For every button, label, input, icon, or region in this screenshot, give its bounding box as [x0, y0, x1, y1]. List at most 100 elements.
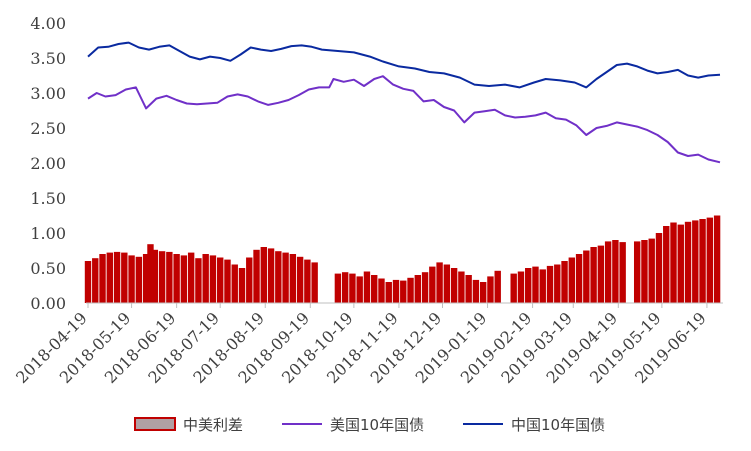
spread-bar	[517, 271, 525, 303]
spread-bar	[341, 272, 349, 303]
yield-lines	[87, 41, 721, 164]
spread-bar	[363, 271, 371, 303]
spread-bar	[267, 248, 275, 303]
legend-item-us10y: 美国10年国债	[282, 416, 424, 434]
spread-bar	[472, 279, 480, 303]
y-axis: 0.00 0.50 1.00 1.50 2.00 2.50 3.00 3.50 4.00	[30, 14, 66, 313]
spread-bar	[648, 238, 655, 303]
spread-bar	[275, 251, 282, 303]
spread-bar	[525, 268, 532, 303]
spread-bar	[209, 255, 217, 303]
spread-bar	[217, 257, 224, 303]
legend-label-cn10y: 中国10年国债	[511, 416, 605, 434]
spread-bar	[414, 275, 422, 303]
spread-bar	[378, 278, 385, 303]
spread-bar	[135, 256, 143, 303]
spread-bar	[436, 262, 443, 303]
spread-bar	[407, 277, 414, 303]
legend-item-spread: 中美利差	[134, 416, 243, 434]
spread-bar	[400, 280, 407, 303]
spread-bar	[619, 242, 626, 303]
spread-bar	[142, 254, 150, 303]
spread-bar	[106, 252, 113, 303]
spread-bar	[238, 268, 246, 303]
spread-bar	[655, 233, 663, 303]
spread-bar	[92, 258, 99, 303]
legend: 中美利差 美国10年国债 中国10年国债	[134, 416, 605, 434]
y-tick-label-6: 3.00	[30, 84, 66, 103]
spread-bar	[356, 276, 363, 303]
spread-bar	[561, 261, 568, 303]
spread-bar	[202, 254, 209, 303]
spread-bar	[304, 259, 311, 303]
spread-bar	[692, 220, 699, 303]
spread-bar	[158, 251, 166, 303]
spread-bar	[494, 270, 501, 303]
spread-bar	[421, 272, 429, 303]
spread-bar	[282, 252, 289, 303]
spread-bar	[180, 255, 188, 303]
spread-bar	[349, 273, 356, 303]
spread-bar	[371, 275, 378, 303]
spread-bar	[224, 259, 231, 303]
spread-bar	[151, 249, 159, 303]
y-tick-label-8: 4.00	[30, 14, 66, 33]
y-tick-label-3: 1.50	[30, 189, 66, 208]
spread-bar	[670, 222, 677, 303]
spread-bar	[677, 224, 684, 303]
spread-bar	[604, 241, 612, 303]
spread-bar	[113, 251, 121, 303]
spread-bar	[546, 265, 554, 303]
spread-bar	[84, 261, 92, 303]
spread-bar	[684, 221, 692, 303]
spread-bar	[121, 252, 128, 303]
spread-bar	[713, 215, 721, 303]
y-tick-label-7: 3.50	[30, 49, 66, 68]
spread-bar	[539, 269, 546, 303]
y-tick-label-2: 1.00	[30, 224, 66, 243]
spread-bar	[296, 256, 304, 303]
spread-bars	[84, 215, 721, 303]
spread-bar	[532, 266, 539, 303]
spread-bar	[706, 217, 714, 303]
legend-label-spread: 中美利差	[183, 416, 243, 434]
spread-bar	[597, 245, 605, 303]
spread-bar	[147, 244, 154, 303]
spread-bar	[699, 219, 706, 303]
spread-bar	[334, 273, 342, 303]
spread-bar	[450, 268, 458, 303]
spread-bar	[487, 276, 494, 303]
legend-swatch-spread	[134, 417, 176, 431]
spread-bar	[128, 255, 135, 303]
spread-bar	[568, 257, 576, 303]
legend-item-cn10y: 中国10年国债	[463, 416, 605, 434]
spread-bar	[289, 254, 297, 303]
y-tick-label-1: 0.50	[30, 259, 66, 278]
spread-bar	[253, 249, 260, 303]
spread-bar	[510, 273, 517, 303]
spread-bar	[590, 247, 597, 303]
y-tick-label-4: 2.00	[30, 154, 66, 173]
spread-bar	[260, 247, 267, 303]
spread-bar	[392, 279, 400, 303]
spread-bar	[187, 252, 195, 303]
cn10y-line	[87, 41, 721, 89]
spread-bar	[246, 257, 253, 303]
spread-bar	[458, 271, 465, 303]
spread-bar	[443, 264, 451, 303]
spread-bar	[231, 264, 238, 303]
spread-bar	[173, 254, 180, 303]
spread-bar	[429, 266, 436, 303]
us10y-line	[87, 75, 721, 164]
spread-bar	[583, 250, 590, 303]
spread-bar	[195, 258, 202, 303]
spread-bar	[311, 262, 318, 303]
spread-bar	[554, 264, 561, 303]
spread-bar	[633, 241, 641, 303]
spread-bar	[385, 282, 392, 303]
spread-bar	[575, 254, 583, 303]
spread-bar	[663, 226, 670, 303]
y-tick-label-0: 0.00	[30, 294, 66, 313]
